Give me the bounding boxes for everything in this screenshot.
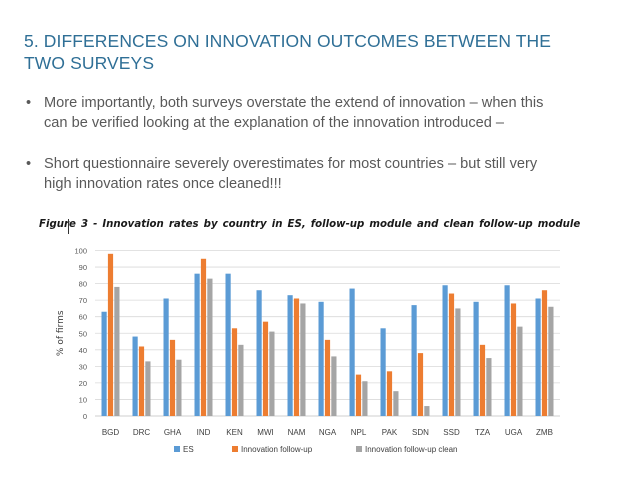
x-tick-label: NPL [351,428,367,437]
bullet-line: More importantly, both surveys overstate… [44,95,544,111]
bar-innovation-follow-up-clean-ind [207,278,213,416]
legend-swatch [356,446,362,452]
slide-title-line: TWO SURVEYS [24,53,155,73]
bar-es-uga [504,285,510,416]
bar-innovation-follow-up-uga [510,303,517,416]
slide-title: 5. DIFFERENCES ON INNOVATION OUTCOMES BE… [24,30,624,74]
bar-innovation-follow-up-ken [231,328,238,416]
bar-innovation-follow-up-npl [355,374,362,416]
y-tick-label: 10 [79,395,87,404]
bar-innovation-follow-up-pak [386,371,393,416]
legend-entry: ES [183,445,194,454]
legend-entry: Innovation follow-up clean [365,445,458,454]
y-tick-label: 0 [83,412,87,421]
x-tick-label: GHA [164,428,182,437]
bar-es-ind [194,273,200,416]
x-tick-label: DRC [133,428,151,437]
bar-innovation-follow-up-mwi [262,321,269,416]
x-tick-label: BGD [102,428,120,437]
x-tick-label: SDN [412,428,429,437]
x-tick-label: SSD [443,428,460,437]
bar-innovation-follow-up-ind [200,258,207,416]
y-tick-label: 100 [74,247,87,256]
bar-innovation-follow-up-clean-nga [331,356,337,416]
bar-es-zmb [535,298,541,416]
bar-es-gha [163,298,169,416]
bar-innovation-follow-up-clean-sdn [424,406,430,416]
bar-es-tza [473,301,479,416]
bar-es-ssd [442,285,448,416]
bar-es-npl [349,288,355,416]
bullet-text: Short questionnaire severely overestimat… [44,154,612,194]
bullet-text: More importantly, both surveys overstate… [44,93,612,133]
bullet-dot: • [26,156,32,172]
bar-innovation-follow-up-ssd [448,293,455,416]
bar-innovation-follow-up-clean-tza [486,358,492,416]
bar-es-bgd [101,311,107,416]
bar-innovation-follow-up-clean-ken [238,344,244,416]
bar-innovation-follow-up-bgd [107,253,114,416]
figure-caption: Figure 3 - Innovation rates by country i… [39,219,581,230]
y-axis-label: % of firms [56,310,66,356]
bullet-line: high innovation rates once cleaned!!! [44,176,282,192]
x-tick-label: PAK [382,428,398,437]
x-tick-label: UGA [505,428,523,437]
bar-innovation-follow-up-clean-pak [393,391,399,416]
x-tick-label: MWI [257,428,273,437]
x-tick-label: NGA [319,428,337,437]
bar-innovation-follow-up-tza [479,344,486,416]
bar-innovation-follow-up-clean-zmb [548,306,554,416]
bullet-line: Short questionnaire severely overestimat… [44,156,538,172]
bar-innovation-follow-up-nga [324,339,331,416]
bar-innovation-follow-up-clean-mwi [269,331,275,416]
bar-innovation-follow-up-clean-drc [145,361,151,416]
bar-innovation-follow-up-clean-bgd [114,286,120,416]
bar-es-ken [225,273,231,416]
y-tick-label: 70 [79,296,87,305]
bar-innovation-follow-up-clean-gha [176,359,182,416]
bar-innovation-follow-up-clean-nam [300,303,306,416]
bar-es-nga [318,301,324,416]
slide-title-line: 5. DIFFERENCES ON INNOVATION OUTCOMES BE… [24,31,552,51]
bullet-dot: • [26,95,32,111]
x-tick-label: IND [197,428,211,437]
bar-innovation-follow-up-drc [138,346,145,416]
bar-es-nam [287,295,293,416]
legend-entry: Innovation follow-up [241,445,313,454]
x-tick-label: TZA [475,428,491,437]
bar-innovation-follow-up-nam [293,298,300,416]
bar-innovation-follow-up-clean-npl [362,381,368,416]
bar-innovation-follow-up-clean-uga [517,326,523,416]
y-tick-label: 60 [79,313,87,322]
bar-es-mwi [256,290,262,416]
bar-innovation-follow-up-gha [169,339,176,416]
bar-innovation-follow-up-sdn [417,353,424,416]
legend-swatch [232,446,238,452]
bar-es-sdn [411,305,417,416]
bar-innovation-follow-up-zmb [541,290,548,416]
y-tick-label: 20 [79,379,87,388]
y-tick-label: 30 [79,362,87,371]
legend-swatch [174,446,180,452]
bar-innovation-follow-up-clean-ssd [455,308,461,416]
text-cursor [68,219,69,234]
y-tick-label: 50 [79,329,87,338]
bar-es-pak [380,328,386,416]
x-tick-label: KEN [226,428,243,437]
y-tick-label: 40 [79,346,87,355]
bar-es-drc [132,336,138,416]
y-tick-label: 90 [79,263,87,272]
bullet-line: can be verified looking at the explanati… [44,115,505,131]
y-tick-label: 80 [79,280,87,289]
x-tick-label: NAM [288,428,306,437]
x-tick-label: ZMB [536,428,553,437]
